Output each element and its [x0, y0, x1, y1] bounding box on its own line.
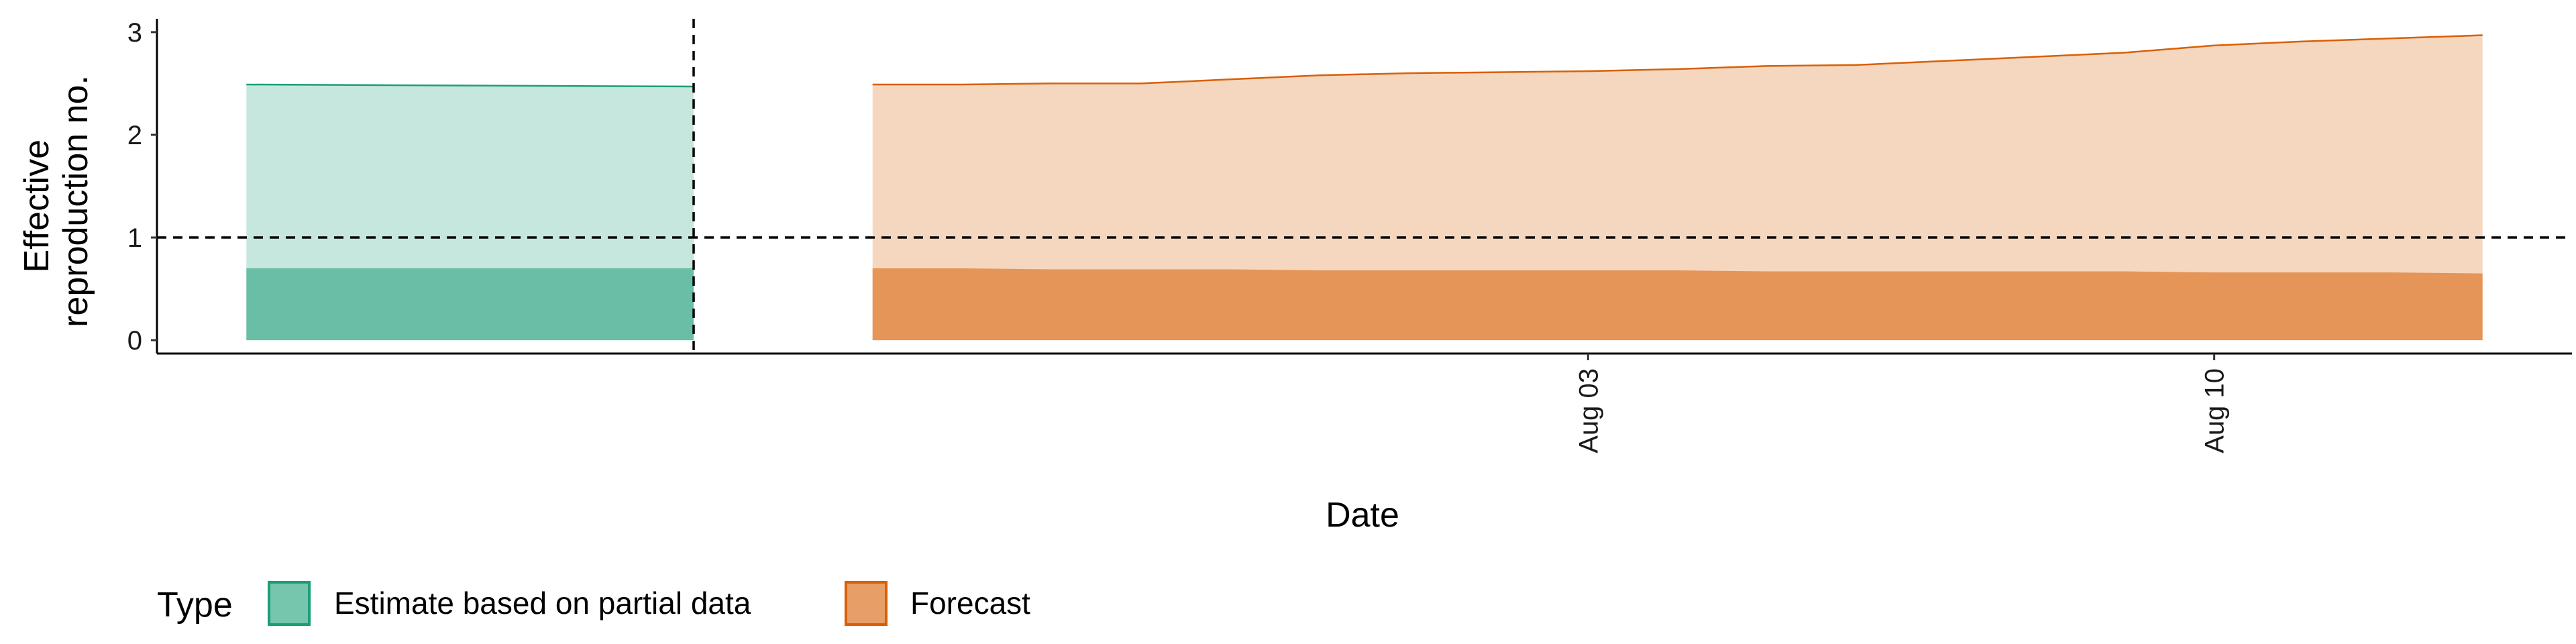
forecast-inner-interval: [872, 268, 2483, 341]
legend-title: Type: [157, 586, 233, 625]
y-ticks: 0 1 2 3: [127, 18, 157, 356]
y-axis-title-line-1: Effective: [17, 140, 56, 272]
reference-lines: [157, 19, 2572, 354]
y-tick-label: 0: [127, 326, 142, 356]
forecast-outer-upper-edge: [872, 34, 2483, 86]
legend: Type Estimate based on partial data Fore…: [157, 581, 1030, 626]
axes: [156, 19, 2572, 355]
y-axis-title: Effective reproduction no.: [17, 75, 95, 327]
legend-label-estimate: Estimate based on partial data: [334, 586, 751, 621]
x-tick-label: Aug 10: [2200, 368, 2230, 453]
legend-label-forecast: Forecast: [910, 586, 1030, 621]
y-tick-label: 1: [127, 223, 142, 253]
x-ticks: Aug 03 Aug 10: [1574, 354, 2230, 453]
estimate-inner-interval: [246, 268, 694, 341]
forecast-outer-interval: [872, 35, 2483, 341]
y-tick-label: 2: [127, 121, 142, 150]
legend-swatch-forecast: [845, 581, 888, 626]
estimate-outer-upper-edge: [246, 83, 694, 88]
x-tick-label: Aug 03: [1574, 368, 1603, 453]
x-axis-title: Date: [1326, 496, 1399, 535]
data-areas: [246, 34, 2483, 341]
y-tick-label: 3: [127, 18, 142, 48]
legend-swatch-estimate: [268, 581, 311, 626]
y-axis-title-line-2: reproduction no.: [56, 75, 95, 327]
